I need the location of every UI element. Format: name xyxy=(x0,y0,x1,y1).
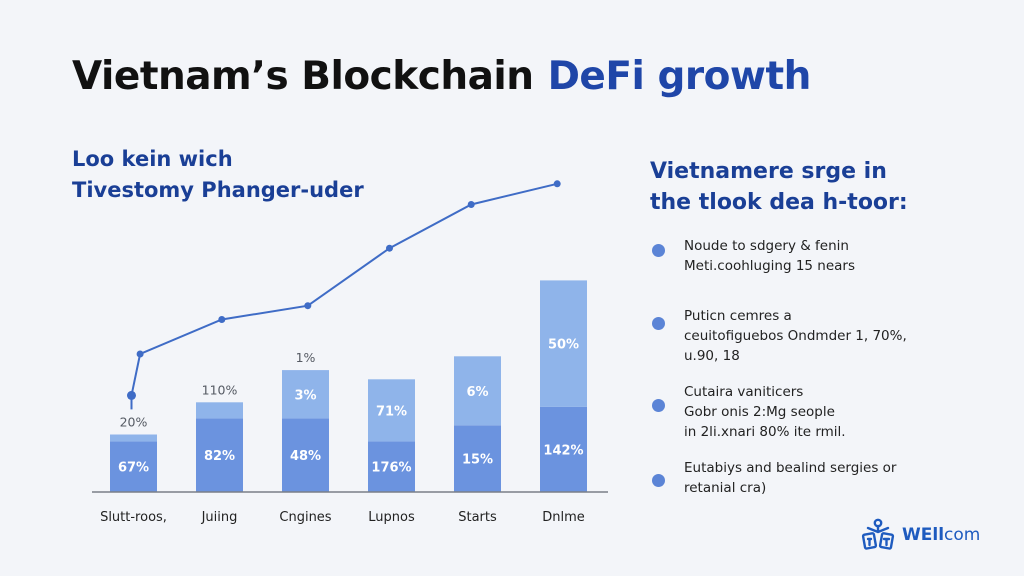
bar-lower xyxy=(540,406,587,492)
title-main: Vietnam’s Blockchain xyxy=(72,54,534,99)
bar-top-label: 1% xyxy=(296,350,316,365)
bar-top-label: 20% xyxy=(120,415,148,430)
logo: WEllcom xyxy=(860,518,980,552)
bar-upper xyxy=(540,280,587,407)
bar-lower xyxy=(196,418,243,492)
bar-lower xyxy=(110,441,157,492)
trend-point xyxy=(136,350,144,358)
trend-point xyxy=(553,180,561,188)
subtitle-line-2: Tivestomy Phanger-uder xyxy=(72,178,364,202)
subtitle-line-1: Loo kein wich xyxy=(72,147,233,171)
right-heading: Vietnamere srge in the tlook dea h-toor: xyxy=(650,156,908,218)
bar-lower-label: 15% xyxy=(462,453,493,468)
bullet-dot-icon xyxy=(652,399,665,412)
bar-upper xyxy=(282,370,329,419)
bar-upper xyxy=(454,356,501,426)
bar-lower xyxy=(282,418,329,492)
bar-upper xyxy=(196,402,243,419)
x-tick-label: Starts xyxy=(458,510,497,525)
figures-logo-icon xyxy=(861,518,895,550)
trend-point xyxy=(218,316,226,323)
right-heading-line-2: the tlook dea h-toor: xyxy=(650,190,908,215)
bars-group xyxy=(110,280,587,492)
logo-text: WEllcom xyxy=(902,525,980,545)
bullet-dot-icon xyxy=(652,317,665,330)
bullet-text: Puticn cemres a ceuitofiguebos Ondmder 1… xyxy=(684,308,907,364)
bar-lower-label: 142% xyxy=(543,443,583,458)
trend-point xyxy=(304,302,312,310)
bar-upper-label: 50% xyxy=(548,338,579,353)
bullet-dot-icon xyxy=(652,474,665,487)
title-accent: DeFi growth xyxy=(547,54,812,99)
bar-upper xyxy=(368,379,415,442)
trend-line-group xyxy=(127,180,561,410)
chart-subtitle: Loo kein wich Tivestomy Phanger-uder xyxy=(72,144,364,206)
bar-upper-label: 3% xyxy=(294,388,316,403)
trend-point xyxy=(386,244,393,252)
x-tick-label: Dnlme xyxy=(542,510,585,525)
bullet-dot-icon xyxy=(652,244,665,257)
bar-upper-label: 71% xyxy=(376,404,407,419)
bar-lower xyxy=(454,425,501,492)
x-tick-label: Cngines xyxy=(279,510,331,525)
page-title: Vietnam’s Blockchain DeFi growth xyxy=(72,54,811,99)
labels-group: 67% 20% Slutt-roos, 82% 110% Juiing 48% 3% 1% Cng… xyxy=(100,338,585,525)
bullet-text: Eutabiys and bealind sergies or retanial… xyxy=(684,460,897,496)
x-tick-label: Lupnos xyxy=(368,510,415,525)
logo-text-light: com xyxy=(944,525,981,545)
right-heading-line-1: Vietnamere srge in xyxy=(650,159,887,184)
bar-lower-label: 67% xyxy=(118,461,149,476)
bar-lower-label: 82% xyxy=(204,449,235,464)
bar-top-label: 110% xyxy=(202,382,238,397)
bar-lower-label: 48% xyxy=(290,449,321,464)
x-tick-label: Slutt-roos, xyxy=(100,510,167,525)
logo-text-bold: WEll xyxy=(902,525,945,545)
bar-lower xyxy=(368,441,415,492)
bar-lower-label: 176% xyxy=(371,461,411,476)
bar-upper xyxy=(110,434,157,442)
bullet-text: Noude to sdgery & fenin Meti.coohluging … xyxy=(684,238,856,274)
x-tick-label: Juiing xyxy=(201,510,238,525)
bar-upper-label: 6% xyxy=(466,385,488,400)
trend-point xyxy=(467,201,475,208)
bullet-text: Cutaira vaniticers Gobr onis 2:Mg seople… xyxy=(684,384,846,440)
trend-point xyxy=(127,390,136,400)
